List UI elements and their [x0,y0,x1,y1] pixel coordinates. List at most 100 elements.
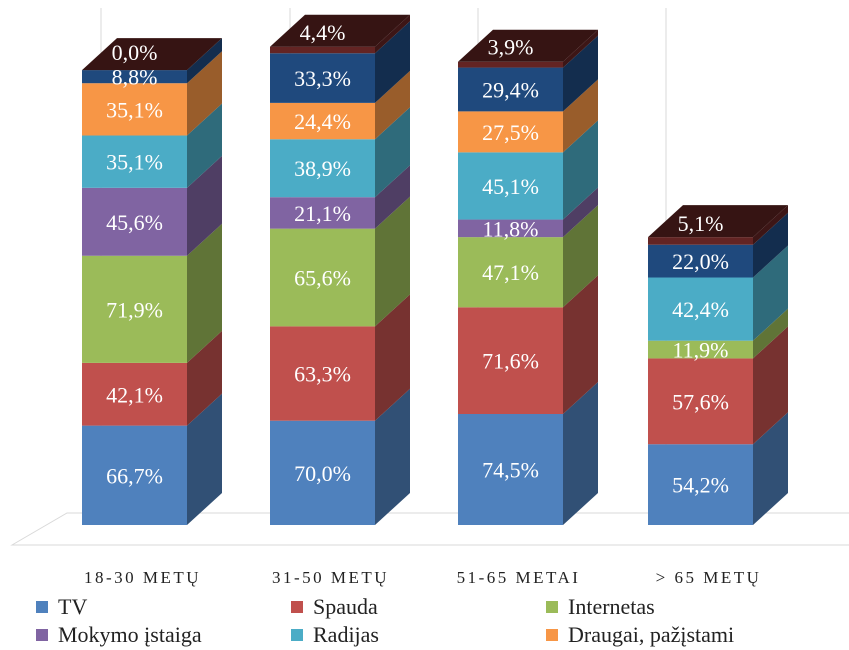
category-label-0: 18-30 METŲ [84,568,201,587]
bar-front-2-1 [458,307,563,414]
legend-swatch-internetas [546,601,558,613]
bar-side-3-1 [753,326,788,445]
data-label-0-6: 8,8% [112,65,158,90]
bar-front-0-5 [82,83,187,136]
bar-front-1-1 [270,326,375,421]
bar-top-2 [458,29,598,62]
data-label-0-4: 35,1% [106,150,163,175]
legend-label-spauda: Spauda [313,594,378,619]
bar-side-0-5 [187,51,222,136]
data-label-2-5: 27,5% [482,120,539,145]
legend-item-mokymo-istaiga: Mokymo įstaiga [36,621,291,649]
bar-front-3-1 [648,358,753,445]
bar-front-2-3 [458,219,563,238]
bar-side-0-3 [187,155,222,256]
bar-side-0-6 [187,38,222,84]
bar-side-3-0 [753,412,788,525]
data-label-3-0: 54,2% [672,473,729,498]
bar-front-1-5 [270,102,375,140]
bar-front-1-3 [270,197,375,229]
bar-front-2-6 [458,67,563,112]
data-label-0-5: 35,1% [106,97,163,122]
data-label-2-4: 45,1% [482,174,539,199]
legend-item-tv: TV [36,593,291,621]
bar-front-0-1 [82,362,187,426]
legend-item-internetas: Internetas [546,593,836,621]
bar-side-2-4 [563,120,598,220]
data-label-3-7: 5,1% [678,211,724,236]
bar-side-0-2 [187,223,222,363]
bar-front-0-3 [82,187,187,256]
bar-front-2-2 [458,237,563,308]
legend-label-mokymo-istaiga: Mokymo įstaiga [58,622,202,647]
data-label-3-4: 42,4% [672,297,729,322]
legend-swatch-radijas [291,629,303,641]
legend-item-spauda: Spauda [291,593,546,621]
bar-side-0-4 [187,103,222,188]
bar-front-1-0 [270,420,375,525]
stacked-3d-bar-chart: 66,7% 42,1% 71,9% 45,6% 35,1% 35,1% 8,8%0,0% 18… [10,8,849,587]
bar-side-1-0 [375,388,410,525]
bar-front-1-2 [270,228,375,327]
bar-side-1-2 [375,196,410,327]
bar-top-1 [270,14,410,47]
bar-side-1-7 [375,14,410,54]
bar-front-1-6 [270,53,375,103]
legend-item-radijas: Radijas [291,621,546,649]
category-label-3: > 65 METŲ [656,568,762,587]
data-label-2-3: 11,8% [482,216,538,241]
bar-side-3-7 [753,205,788,245]
data-label-2-7: 3,9% [488,35,534,60]
bar-front-0-4 [82,135,187,188]
bar-top-3 [648,205,788,238]
legend-swatch-mokymo-istaiga [36,629,48,641]
data-label-0-1: 42,1% [106,382,163,407]
data-label-3-1: 57,6% [672,389,729,414]
bar-side-2-5 [563,79,598,153]
bar-top-0 [82,38,222,71]
bar-side-2-3 [563,187,598,238]
bar-front-2-4 [458,152,563,220]
legend: TV Spauda Internetas Mokymo įstaiga Radi… [36,593,836,649]
bar-front-3-7 [648,237,753,245]
data-label-3-2: 11,9% [672,338,728,363]
bar-side-2-6 [563,35,598,112]
data-label-1-7: 4,4% [300,20,346,45]
legend-label-radijas: Radijas [313,622,379,647]
category-label-2: 51-65 METAI [457,568,581,587]
legend-swatch-draugai [546,629,558,641]
data-label-1-2: 65,6% [294,266,351,291]
bar-side-3-6 [753,212,788,278]
bar-front-1-7 [270,46,375,54]
bar-front-3-0 [648,444,753,525]
bar-side-1-1 [375,294,410,421]
data-label-1-4: 38,9% [294,156,351,181]
data-label-1-0: 70,0% [294,461,351,486]
data-label-2-0: 74,5% [482,457,539,482]
bar-side-2-7 [563,29,598,68]
category-label-1: 31-50 METŲ [272,568,389,587]
bar-front-0-0 [82,425,187,525]
bar-side-1-5 [375,70,410,140]
bar-front-3-6 [648,244,753,278]
legend-label-internetas: Internetas [568,594,655,619]
bar-side-0-0 [187,393,222,525]
bar-side-0-1 [187,330,222,426]
data-label-2-6: 29,4% [482,77,539,102]
data-label-1-1: 63,3% [294,362,351,387]
bar-front-3-2 [648,340,753,359]
data-label-0-7: 0,0% [112,40,158,65]
bar-side-2-0 [563,381,598,525]
bar-side-2-2 [563,205,598,308]
data-label-3-6: 22,0% [672,249,729,274]
legend-label-tv: TV [58,594,88,619]
data-label-1-6: 33,3% [294,66,351,91]
bar-side-1-6 [375,21,410,103]
bar-front-3-4 [648,277,753,341]
legend-item-draugai: Draugai, pažįstami [546,621,836,649]
data-label-2-2: 47,1% [482,260,539,285]
data-label-1-3: 21,1% [294,201,351,226]
data-label-0-0: 66,7% [106,463,163,488]
bar-front-0-2 [82,255,187,363]
bar-front-2-0 [458,413,563,525]
